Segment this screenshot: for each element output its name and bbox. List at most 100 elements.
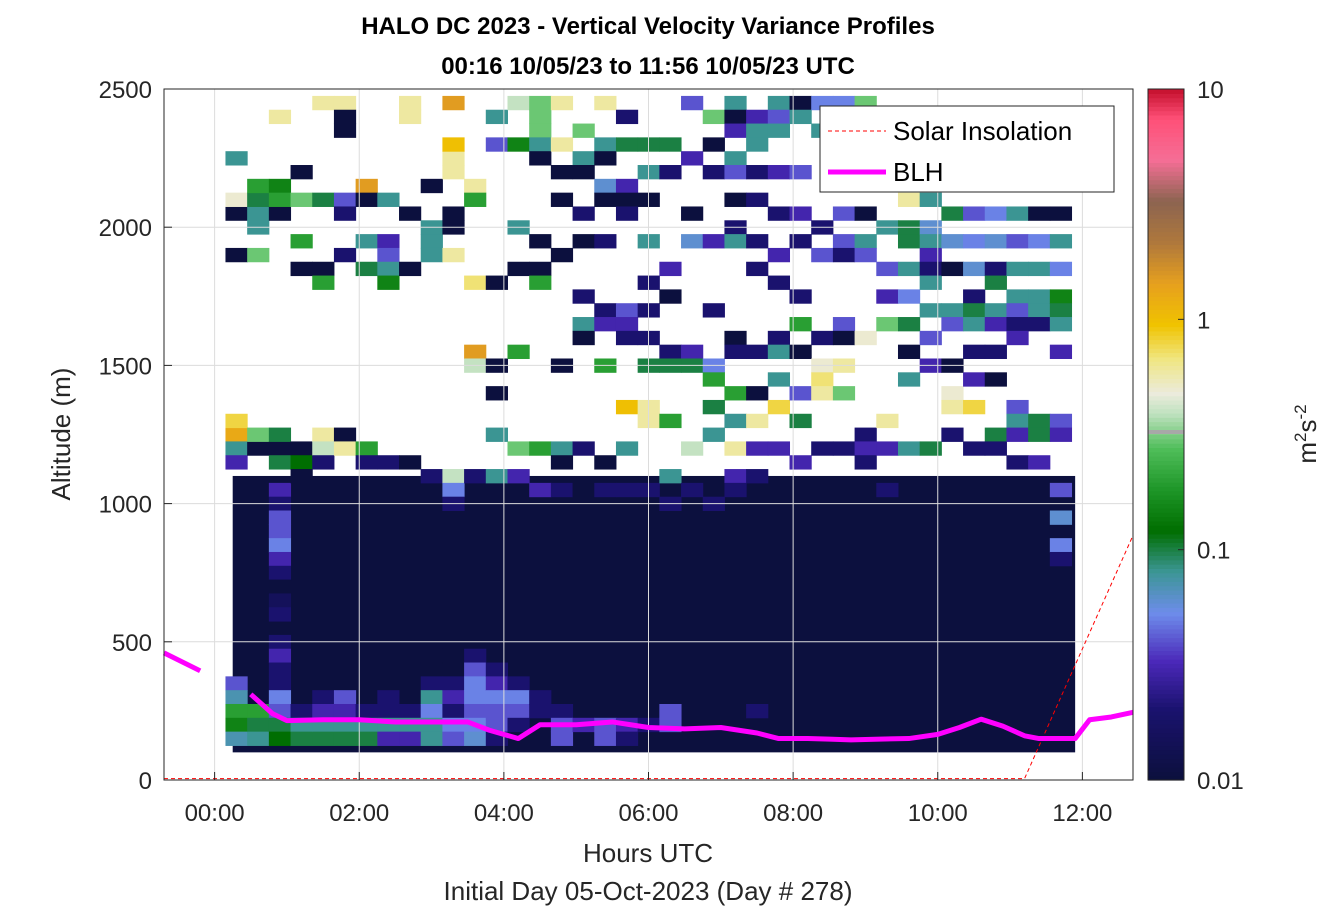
y-tick-label: 2500 bbox=[99, 77, 152, 104]
colorbar-step bbox=[1148, 287, 1184, 293]
heatmap-cell bbox=[984, 275, 1007, 290]
heatmap-cell bbox=[420, 178, 443, 194]
heatmap-cell bbox=[1049, 538, 1073, 553]
colorbar-step bbox=[1148, 594, 1184, 600]
colorbar-step bbox=[1148, 473, 1184, 479]
heatmap-cell bbox=[268, 551, 292, 567]
colorbar-step bbox=[1148, 382, 1184, 388]
colorbar-step bbox=[1148, 434, 1184, 440]
heatmap-cell bbox=[550, 482, 574, 498]
heatmap-cell bbox=[659, 413, 682, 429]
heatmap-cell bbox=[767, 206, 791, 221]
heatmap-cell bbox=[572, 123, 595, 138]
heatmap-cell bbox=[854, 427, 877, 442]
heatmap-cell bbox=[854, 206, 877, 221]
colorbar-step bbox=[1148, 520, 1184, 526]
heatmap-cell bbox=[572, 234, 595, 249]
heatmap-cell bbox=[789, 165, 812, 180]
heatmap-cell bbox=[832, 386, 856, 401]
heatmap-cell bbox=[1049, 427, 1073, 442]
colorbar-step bbox=[1148, 158, 1184, 164]
colorbar-step bbox=[1148, 516, 1184, 522]
heatmap-cell bbox=[333, 690, 357, 705]
heatmap-cell bbox=[789, 317, 812, 332]
heatmap-cell bbox=[854, 330, 877, 346]
heatmap-cell bbox=[485, 386, 508, 401]
heatmap-cell bbox=[1049, 551, 1073, 567]
heatmap-cell bbox=[897, 372, 921, 387]
heatmap-cell bbox=[225, 441, 248, 456]
colorbar-step bbox=[1148, 425, 1184, 431]
heatmap-cell bbox=[897, 317, 921, 332]
heatmap-cell bbox=[919, 247, 942, 263]
heatmap-cell bbox=[963, 441, 986, 456]
heatmap-cell bbox=[268, 676, 292, 691]
heatmap-cell bbox=[594, 192, 617, 207]
colorbar-step bbox=[1148, 602, 1184, 608]
heatmap-cell bbox=[290, 234, 313, 249]
heatmap-cell bbox=[399, 703, 422, 719]
chart-title-line2: 00:16 10/05/23 to 11:56 10/05/23 UTC bbox=[441, 53, 855, 80]
heatmap-cell bbox=[789, 455, 812, 470]
heatmap-cell bbox=[919, 192, 942, 207]
colorbar-label: m2s-2 bbox=[1291, 404, 1322, 463]
heatmap-cell bbox=[767, 165, 791, 180]
heatmap-cell bbox=[724, 165, 747, 180]
heatmap-cell bbox=[572, 151, 595, 166]
colorbar-step bbox=[1148, 710, 1184, 716]
heatmap-cell bbox=[529, 275, 552, 290]
chart-title-line1: HALO DC 2023 - Vertical Velocity Varianc… bbox=[361, 13, 935, 40]
heatmap-cell bbox=[377, 690, 400, 705]
colorbar-step bbox=[1148, 542, 1184, 548]
heatmap-cell bbox=[1028, 455, 1051, 470]
heatmap-cell bbox=[724, 344, 747, 359]
colorbar-step bbox=[1148, 89, 1184, 94]
colorbar-step bbox=[1148, 723, 1184, 729]
colorbar-step bbox=[1148, 261, 1184, 267]
colorbar-step bbox=[1148, 512, 1184, 518]
heatmap-cell bbox=[702, 165, 725, 180]
heatmap-cell bbox=[290, 192, 313, 207]
heatmap-cell bbox=[1028, 289, 1051, 304]
colorbar-step bbox=[1148, 119, 1184, 125]
colorbar-step bbox=[1148, 775, 1184, 781]
heatmap-cell bbox=[485, 662, 508, 677]
heatmap-cell bbox=[702, 234, 725, 249]
heatmap-cell bbox=[572, 482, 595, 498]
heatmap-cell bbox=[529, 234, 552, 249]
heatmap-cell bbox=[268, 662, 292, 677]
heatmap-cell bbox=[941, 386, 964, 401]
heatmap-cell bbox=[963, 261, 986, 277]
heatmap-cell bbox=[225, 206, 248, 221]
heatmap-cell bbox=[225, 247, 248, 263]
colorbar-step bbox=[1148, 127, 1184, 133]
heatmap-cell bbox=[724, 234, 747, 249]
heatmap-cell bbox=[377, 275, 400, 290]
heatmap-cell bbox=[1006, 234, 1029, 249]
heatmap-cell bbox=[724, 469, 747, 484]
colorbar-step bbox=[1148, 447, 1184, 453]
heatmap-cell bbox=[529, 261, 552, 277]
heatmap-cell bbox=[550, 165, 574, 180]
heatmap-cell bbox=[420, 234, 443, 249]
heatmap-cell bbox=[615, 137, 639, 152]
heatmap-cell bbox=[789, 206, 812, 221]
heatmap-cell bbox=[854, 455, 877, 470]
heatmap-cell bbox=[247, 178, 270, 194]
heatmap-cell bbox=[897, 441, 921, 456]
heatmap-cell bbox=[225, 192, 248, 207]
colorbar-step bbox=[1148, 607, 1184, 613]
heatmap-cell bbox=[681, 234, 704, 249]
heatmap-cell bbox=[268, 538, 292, 553]
heatmap-cell bbox=[659, 469, 682, 484]
colorbar-step bbox=[1148, 469, 1184, 474]
heatmap-cell bbox=[464, 344, 487, 359]
heatmap-cell bbox=[225, 151, 248, 166]
heatmap-cell bbox=[377, 247, 400, 263]
heatmap-cell bbox=[594, 151, 617, 166]
heatmap-cell bbox=[442, 731, 465, 746]
colorbar: 0.01 0.1 1 10 m2s-2 bbox=[1147, 77, 1322, 795]
colorbar-step bbox=[1148, 184, 1184, 189]
heatmap-cell bbox=[767, 123, 791, 138]
heatmap-cell bbox=[724, 386, 747, 401]
